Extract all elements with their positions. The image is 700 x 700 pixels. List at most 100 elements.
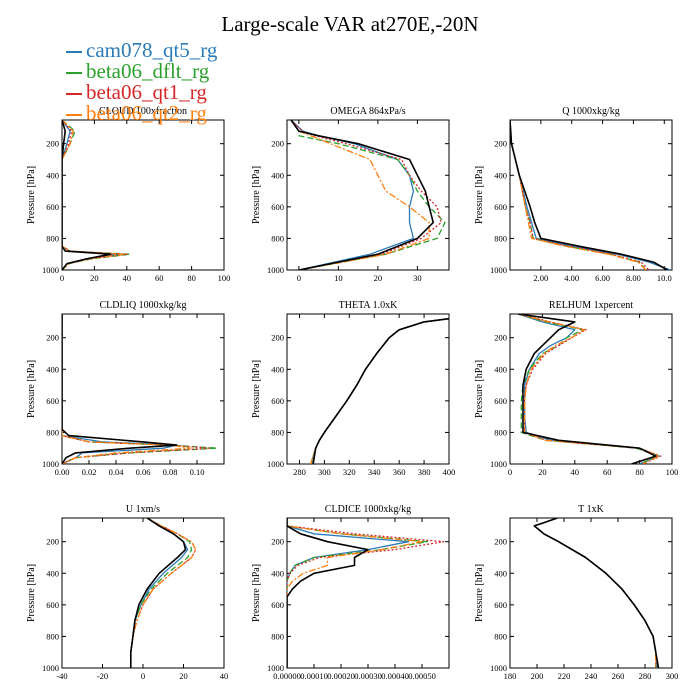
plot-frame bbox=[61, 119, 225, 271]
x-tick-label: 200 bbox=[531, 671, 544, 681]
y-tick-label: 400 bbox=[46, 364, 59, 374]
legend-label-3: beta06_qt2_rg bbox=[86, 101, 207, 125]
x-tick-label: 0 bbox=[508, 467, 512, 477]
x-tick-label: 380 bbox=[418, 467, 431, 477]
y-tick-label: 200 bbox=[271, 139, 284, 149]
y-tick-label: 400 bbox=[494, 170, 507, 180]
series-line-beta06_qt1_rg bbox=[62, 120, 128, 270]
panel-4: CLDLIQ 1000xkg/kg 200 400 600 800 1000 Pressur… bbox=[26, 300, 225, 477]
legend-swatch-0 bbox=[66, 51, 82, 54]
y-tick-label: 800 bbox=[494, 427, 507, 437]
series-line-beta06_dflt_rg bbox=[290, 120, 446, 270]
x-tick-label: 400 bbox=[443, 467, 456, 477]
legend-label-2: beta06_qt1_rg bbox=[86, 80, 207, 104]
y-tick-label: 600 bbox=[271, 396, 284, 406]
y-tick-label: 800 bbox=[271, 631, 284, 641]
y-axis-label: Pressure [hPa] bbox=[251, 564, 262, 622]
y-tick-label: 200 bbox=[46, 333, 59, 343]
x-tick-label: 10.0 bbox=[657, 273, 672, 283]
plot-frame bbox=[286, 119, 450, 271]
x-tick-label: 340 bbox=[368, 467, 381, 477]
y-tick-label: 400 bbox=[271, 170, 284, 180]
y-tick-label: 600 bbox=[271, 600, 284, 610]
x-tick-label: 300 bbox=[666, 671, 679, 681]
y-tick-label: 1000 bbox=[42, 663, 59, 673]
series-line-black bbox=[287, 518, 369, 668]
series-line-black bbox=[517, 314, 657, 464]
x-tick-label: -20 bbox=[97, 671, 108, 681]
plot-frame bbox=[286, 517, 450, 669]
panel-title: T 1xK bbox=[578, 504, 604, 515]
panel-5: THETA 1.0xK 200 400 600 800 1000 Pressure [hPa… bbox=[251, 300, 455, 477]
y-tick-label: 400 bbox=[271, 364, 284, 374]
plot-frame bbox=[286, 313, 450, 465]
y-axis-label: Pressure [hPa] bbox=[474, 360, 485, 418]
y-tick-label: 600 bbox=[494, 202, 507, 212]
x-tick-label: 0.00050 bbox=[408, 671, 436, 681]
x-tick-label: 280 bbox=[293, 467, 306, 477]
y-tick-label: 200 bbox=[494, 333, 507, 343]
x-tick-label: 0.00000 bbox=[273, 671, 301, 681]
y-tick-label: 600 bbox=[46, 600, 59, 610]
legend: cam078_qt5_rg beta06_dflt_rg beta06_qt1_… bbox=[66, 40, 217, 124]
x-tick-label: 20 bbox=[179, 671, 188, 681]
y-tick-label: 600 bbox=[46, 202, 59, 212]
y-tick-label: 800 bbox=[494, 631, 507, 641]
series-line-beta06_qt1_rg bbox=[130, 518, 197, 668]
y-tick-label: 800 bbox=[271, 427, 284, 437]
series-line-beta06_qt2_rg bbox=[533, 518, 657, 668]
series-line-beta06_dflt_rg bbox=[517, 314, 660, 464]
y-tick-label: 600 bbox=[271, 202, 284, 212]
x-tick-label: -40 bbox=[56, 671, 67, 681]
x-tick-label: 80 bbox=[635, 467, 644, 477]
series-line-beta06_qt2_rg bbox=[62, 314, 191, 464]
series-line-beta06_dflt_rg bbox=[62, 120, 131, 270]
y-tick-label: 800 bbox=[46, 631, 59, 641]
y-tick-label: 800 bbox=[494, 233, 507, 243]
y-tick-label: 1000 bbox=[267, 459, 284, 469]
series-line-cam078_qt5_rg bbox=[287, 518, 410, 668]
series-line-beta06_qt1_rg bbox=[310, 318, 449, 464]
x-tick-label: 40 bbox=[123, 273, 132, 283]
panel-title: RELHUM 1xpercent bbox=[549, 300, 633, 311]
series-line-beta06_dflt_rg bbox=[287, 518, 429, 668]
series-line-beta06_qt2_rg bbox=[130, 518, 197, 668]
y-tick-label: 1000 bbox=[267, 663, 284, 673]
panel-1: CLOUD 100xfraction2004006008001000Pressu… bbox=[26, 106, 230, 283]
y-tick-label: 1000 bbox=[42, 265, 59, 275]
plot-frame bbox=[509, 313, 673, 465]
series-line-beta06_qt1_rg bbox=[517, 314, 662, 464]
legend-item-0: cam078_qt5_rg bbox=[66, 40, 217, 61]
y-axis-label: Pressure [hPa] bbox=[251, 360, 262, 418]
y-tick-label: 400 bbox=[46, 170, 59, 180]
y-tick-label: 1000 bbox=[42, 459, 59, 469]
y-tick-label: 200 bbox=[46, 537, 59, 547]
x-tick-label: 300 bbox=[318, 467, 331, 477]
plot-frame bbox=[509, 517, 673, 669]
x-tick-label: 280 bbox=[639, 671, 652, 681]
y-tick-label: 1000 bbox=[490, 459, 507, 469]
y-axis-label: Pressure [hPa] bbox=[251, 166, 262, 224]
x-tick-label: 60 bbox=[155, 273, 164, 283]
y-tick-label: 200 bbox=[494, 537, 507, 547]
panel-title: CLOUD 100xfraction bbox=[99, 106, 187, 117]
series-line-black bbox=[62, 120, 112, 270]
y-axis-label: Pressure [hPa] bbox=[26, 360, 37, 418]
y-tick-label: 600 bbox=[494, 600, 507, 610]
x-tick-label: 8.00 bbox=[626, 273, 641, 283]
series-line-beta06_qt1_rg bbox=[290, 120, 442, 270]
series-line-beta06_qt2_rg bbox=[62, 120, 125, 270]
panel-title: U 1xm/s bbox=[126, 504, 160, 515]
y-tick-label: 800 bbox=[46, 233, 59, 243]
series-line-beta06_dflt_rg bbox=[533, 518, 657, 668]
x-tick-label: 40 bbox=[571, 467, 580, 477]
series-line-beta06_dflt_rg bbox=[310, 318, 449, 464]
x-tick-label: 60 bbox=[603, 467, 612, 477]
x-tick-label: 0.06 bbox=[136, 467, 151, 477]
plot-frame bbox=[61, 517, 225, 669]
x-tick-label: 220 bbox=[558, 671, 571, 681]
series-line-beta06_qt1_rg bbox=[287, 518, 445, 668]
x-tick-label: 30 bbox=[413, 273, 422, 283]
panel-title: THETA 1.0xK bbox=[339, 300, 398, 311]
